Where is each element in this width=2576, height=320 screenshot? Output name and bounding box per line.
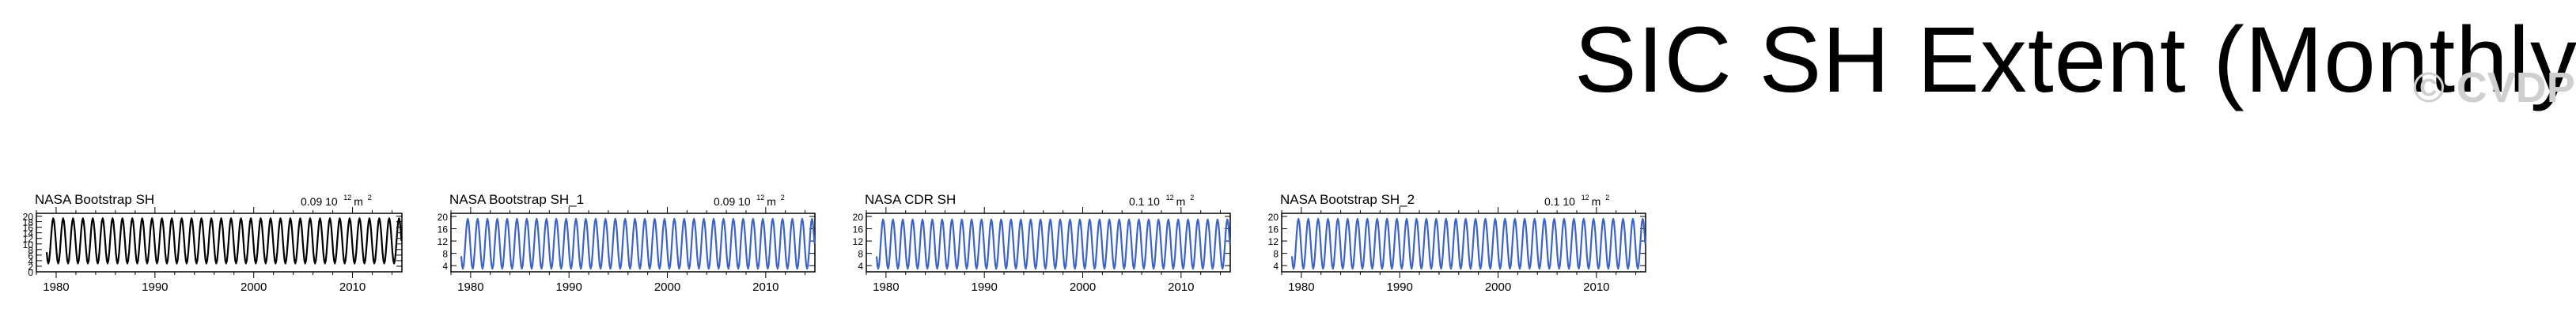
chart-title: NASA Bootstrap SH_2 xyxy=(1280,192,1415,207)
x-tick-label: 2000 xyxy=(1485,280,1511,294)
y-tick-label: 20 xyxy=(438,212,449,223)
watermark: © CVDP xyxy=(2413,64,2575,111)
series-line xyxy=(460,217,816,270)
x-tick-label: 2010 xyxy=(1583,280,1609,294)
series-line xyxy=(1290,217,1646,270)
y-tick-label: 8 xyxy=(1273,249,1279,260)
y-tick-label: 8 xyxy=(858,249,863,260)
y-tick-label: 12 xyxy=(1268,236,1279,247)
scale-label: 0.1 10 xyxy=(1129,195,1160,208)
chart-title: NASA Bootstrap SH_1 xyxy=(449,192,584,207)
y-tick-label: 2 xyxy=(28,262,33,273)
scale-unit: m xyxy=(1592,195,1601,208)
scale-label: 0.1 10 xyxy=(1544,195,1575,208)
y-tick-label: 4 xyxy=(28,256,33,267)
chart-title: NASA Bootstrap SH xyxy=(35,192,154,207)
y-tick-label: 4 xyxy=(1273,261,1279,272)
x-tick-label: 2010 xyxy=(752,280,778,294)
x-tick-label: 1980 xyxy=(43,280,69,294)
series-line xyxy=(875,218,1231,270)
scale-unit-exponent: 2 xyxy=(1190,194,1194,201)
x-tick-label: 1990 xyxy=(972,280,998,294)
scale-label: 0.09 10 xyxy=(714,195,751,208)
y-tick-label: 10 xyxy=(23,239,34,250)
chart-title: NASA CDR SH xyxy=(865,192,956,207)
y-tick-label: 16 xyxy=(438,224,449,235)
y-tick-label: 20 xyxy=(1268,212,1279,223)
y-tick-label: 16 xyxy=(853,224,864,235)
y-tick-label: 8 xyxy=(442,249,448,260)
scale-exponent: 12 xyxy=(1582,194,1589,201)
chart-panel: NASA Bootstrap SH_2 0.1 10 12 m 24812162019… xyxy=(1268,192,1646,294)
y-tick-label: 8 xyxy=(28,245,33,256)
y-tick-label: 4 xyxy=(442,261,448,272)
x-tick-label: 2000 xyxy=(1070,280,1096,294)
page-title: SIC SH Extent (Monthly) xyxy=(1574,8,2576,112)
chart-panel: NASA Bootstrap SH 0.09 10 12 m 202468101214… xyxy=(23,192,403,294)
y-tick-label: 6 xyxy=(28,250,33,262)
scale-unit: m xyxy=(1176,195,1186,208)
y-tick-label: 20 xyxy=(853,212,864,223)
scale-exponent: 12 xyxy=(756,194,764,201)
plot-frame xyxy=(36,213,403,273)
y-tick-label: 0 xyxy=(28,267,33,278)
y-tick-label: 12 xyxy=(438,236,449,247)
x-tick-label: 1980 xyxy=(457,280,483,294)
x-tick-label: 2010 xyxy=(1168,280,1194,294)
series-line xyxy=(45,217,403,265)
scale-unit: m xyxy=(767,195,776,208)
y-tick-label: 16 xyxy=(23,223,34,234)
y-tick-label: 4 xyxy=(858,261,863,272)
x-tick-label: 1980 xyxy=(873,280,899,294)
scale-unit-exponent: 2 xyxy=(781,194,785,201)
scale-unit: m xyxy=(354,195,363,208)
y-tick-label: 14 xyxy=(23,228,34,239)
y-tick-label: 12 xyxy=(23,234,34,245)
x-tick-label: 2000 xyxy=(654,280,680,294)
x-tick-label: 1980 xyxy=(1288,280,1314,294)
scale-label: 0.09 10 xyxy=(301,195,338,208)
x-tick-label: 1990 xyxy=(1387,280,1413,294)
chart-panel: NASA Bootstrap SH_1 0.09 10 12 m 2481216201… xyxy=(438,192,816,294)
x-tick-label: 2000 xyxy=(241,280,267,294)
y-tick-label: 16 xyxy=(1268,224,1279,235)
scale-exponent: 12 xyxy=(1166,194,1174,201)
y-tick-label: 12 xyxy=(853,236,864,247)
x-tick-label: 1990 xyxy=(556,280,582,294)
scale-unit-exponent: 2 xyxy=(1605,194,1609,201)
scale-exponent: 12 xyxy=(343,194,351,201)
y-tick-label: 20 xyxy=(23,212,34,223)
x-tick-label: 2010 xyxy=(339,280,366,294)
x-tick-label: 1990 xyxy=(142,280,168,294)
y-tick-label: 18 xyxy=(23,217,34,228)
scale-unit-exponent: 2 xyxy=(368,194,372,201)
